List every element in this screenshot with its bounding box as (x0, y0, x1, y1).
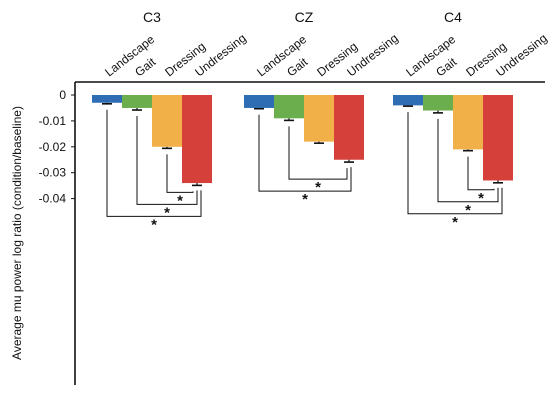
y-tick-label: 0 (59, 88, 66, 102)
group-label-c4: C4 (444, 9, 462, 25)
y-tick-label: -0.04 (39, 192, 67, 206)
significance-bracket (106, 109, 202, 217)
y-tick-label: -0.02 (39, 140, 67, 154)
significance-bracket (467, 156, 495, 191)
bar-c3-gait (122, 95, 152, 108)
significance-bracket (288, 126, 348, 180)
significance-star: * (452, 214, 458, 231)
significance-star: * (177, 192, 183, 209)
bar-c3-dressing (152, 95, 182, 147)
significance-bracket (437, 118, 499, 203)
group-label-cz: CZ (295, 9, 314, 25)
significance-star: * (478, 190, 484, 207)
bar-cz-undressing (334, 95, 364, 160)
significance-bracket (136, 116, 198, 205)
y-tick-label: -0.01 (39, 114, 67, 128)
significance-star: * (164, 204, 170, 221)
bar-cz-landscape (244, 95, 274, 108)
significance-star: * (151, 216, 157, 233)
significance-bracket (166, 154, 194, 193)
significance-bracket (258, 114, 352, 192)
y-axis-title: Average mu power log ratio (condition/ba… (10, 106, 24, 360)
significance-star: * (315, 179, 321, 196)
significance-star: * (302, 191, 308, 208)
bar-c4-undressing (483, 95, 513, 181)
bar-cz-dressing (304, 95, 334, 142)
bar-c3-landscape (92, 95, 122, 103)
bar-cz-gait (274, 95, 304, 119)
significance-bracket (407, 112, 503, 215)
bar-c3-undressing (182, 95, 212, 184)
bar-c4-dressing (453, 95, 483, 150)
bar-c4-landscape (393, 95, 423, 106)
y-tick-label: -0.03 (39, 166, 67, 180)
bar-c4-gait (423, 95, 453, 111)
significance-star: * (465, 202, 471, 219)
group-label-c3: C3 (143, 9, 161, 25)
